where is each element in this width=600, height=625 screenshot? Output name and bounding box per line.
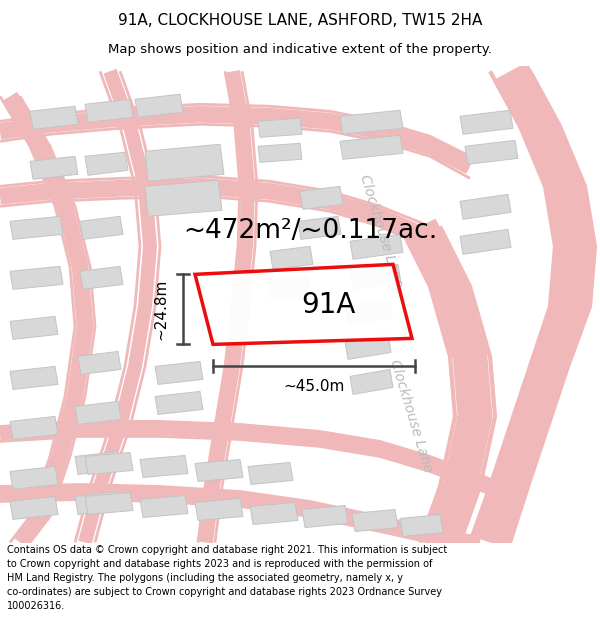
Polygon shape <box>140 456 188 478</box>
Polygon shape <box>248 462 293 484</box>
Polygon shape <box>10 496 58 519</box>
Polygon shape <box>460 194 511 219</box>
Text: Clockhouse Lane: Clockhouse Lane <box>387 358 435 474</box>
Polygon shape <box>268 276 311 299</box>
Text: ~45.0m: ~45.0m <box>283 379 344 394</box>
Polygon shape <box>258 118 302 138</box>
Polygon shape <box>465 140 518 164</box>
Polygon shape <box>80 216 123 239</box>
Polygon shape <box>145 144 224 181</box>
Polygon shape <box>195 499 243 521</box>
Polygon shape <box>195 459 243 481</box>
Polygon shape <box>75 401 121 424</box>
Polygon shape <box>340 135 403 159</box>
Polygon shape <box>155 361 203 384</box>
Polygon shape <box>30 156 78 179</box>
Text: Clockhouse Lane: Clockhouse Lane <box>357 173 405 289</box>
Polygon shape <box>345 299 393 324</box>
Polygon shape <box>85 99 133 122</box>
Polygon shape <box>195 264 412 344</box>
Polygon shape <box>145 180 222 216</box>
Text: ~472m²/~0.117ac.: ~472m²/~0.117ac. <box>183 218 437 244</box>
Polygon shape <box>400 514 443 536</box>
Polygon shape <box>85 492 133 514</box>
Polygon shape <box>298 216 341 239</box>
Polygon shape <box>250 503 298 524</box>
Polygon shape <box>75 451 121 474</box>
Text: Contains OS data © Crown copyright and database right 2021. This information is : Contains OS data © Crown copyright and d… <box>7 546 448 611</box>
Text: Map shows position and indicative extent of the property.: Map shows position and indicative extent… <box>108 43 492 56</box>
Polygon shape <box>10 266 63 289</box>
Polygon shape <box>300 186 343 209</box>
Polygon shape <box>135 94 183 118</box>
Polygon shape <box>345 334 391 359</box>
Polygon shape <box>75 491 121 514</box>
Polygon shape <box>10 466 58 489</box>
Polygon shape <box>460 229 511 254</box>
Polygon shape <box>302 506 348 528</box>
Polygon shape <box>352 509 398 531</box>
Polygon shape <box>340 110 403 134</box>
Polygon shape <box>78 351 121 374</box>
Polygon shape <box>460 110 513 134</box>
Polygon shape <box>258 143 302 162</box>
Polygon shape <box>270 246 313 269</box>
Polygon shape <box>155 391 203 414</box>
Text: ~24.8m: ~24.8m <box>154 279 169 340</box>
Text: 91A, CLOCKHOUSE LANE, ASHFORD, TW15 2HA: 91A, CLOCKHOUSE LANE, ASHFORD, TW15 2HA <box>118 13 482 28</box>
Polygon shape <box>85 152 128 175</box>
Polygon shape <box>350 264 401 289</box>
Polygon shape <box>350 369 393 394</box>
Polygon shape <box>80 266 123 289</box>
Polygon shape <box>10 416 58 439</box>
Polygon shape <box>10 216 63 239</box>
Polygon shape <box>85 452 133 474</box>
Polygon shape <box>10 366 58 389</box>
Polygon shape <box>140 496 188 518</box>
Polygon shape <box>30 106 78 129</box>
Polygon shape <box>350 234 403 259</box>
Polygon shape <box>10 316 58 339</box>
Text: 91A: 91A <box>301 291 355 319</box>
